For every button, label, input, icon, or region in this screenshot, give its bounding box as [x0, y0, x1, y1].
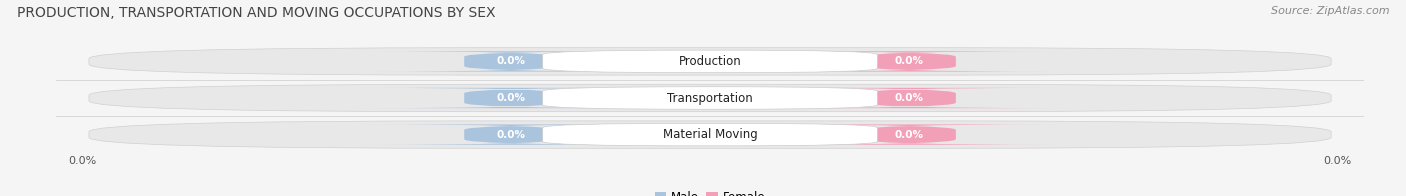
FancyBboxPatch shape [361, 51, 661, 72]
FancyBboxPatch shape [759, 124, 1059, 145]
Text: 0.0%: 0.0% [896, 130, 924, 140]
Text: 0.0%: 0.0% [896, 56, 924, 66]
FancyBboxPatch shape [361, 124, 661, 145]
FancyBboxPatch shape [759, 51, 1059, 72]
FancyBboxPatch shape [543, 87, 877, 109]
Text: Material Moving: Material Moving [662, 128, 758, 141]
Text: 0.0%: 0.0% [496, 130, 524, 140]
Legend: Male, Female: Male, Female [655, 191, 765, 196]
FancyBboxPatch shape [543, 50, 877, 73]
FancyBboxPatch shape [89, 48, 1331, 75]
Text: Production: Production [679, 55, 741, 68]
Text: 0.0%: 0.0% [496, 56, 524, 66]
FancyBboxPatch shape [361, 88, 661, 108]
Text: 0.0%: 0.0% [896, 93, 924, 103]
Text: Source: ZipAtlas.com: Source: ZipAtlas.com [1271, 6, 1389, 16]
FancyBboxPatch shape [89, 84, 1331, 112]
FancyBboxPatch shape [89, 121, 1331, 148]
Text: Transportation: Transportation [668, 92, 752, 104]
Text: PRODUCTION, TRANSPORTATION AND MOVING OCCUPATIONS BY SEX: PRODUCTION, TRANSPORTATION AND MOVING OC… [17, 6, 495, 20]
FancyBboxPatch shape [543, 123, 877, 146]
FancyBboxPatch shape [759, 88, 1059, 108]
Text: 0.0%: 0.0% [496, 93, 524, 103]
